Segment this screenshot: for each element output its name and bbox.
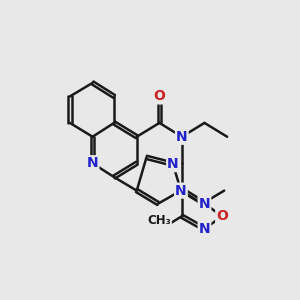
Text: N: N	[199, 196, 210, 211]
Text: N: N	[167, 157, 179, 171]
Text: O: O	[154, 89, 165, 103]
Text: O: O	[216, 209, 228, 223]
Text: N: N	[87, 156, 98, 170]
Text: N: N	[199, 222, 210, 236]
Text: CH₃: CH₃	[148, 214, 171, 226]
Text: N: N	[176, 130, 188, 144]
Text: N: N	[175, 184, 187, 198]
